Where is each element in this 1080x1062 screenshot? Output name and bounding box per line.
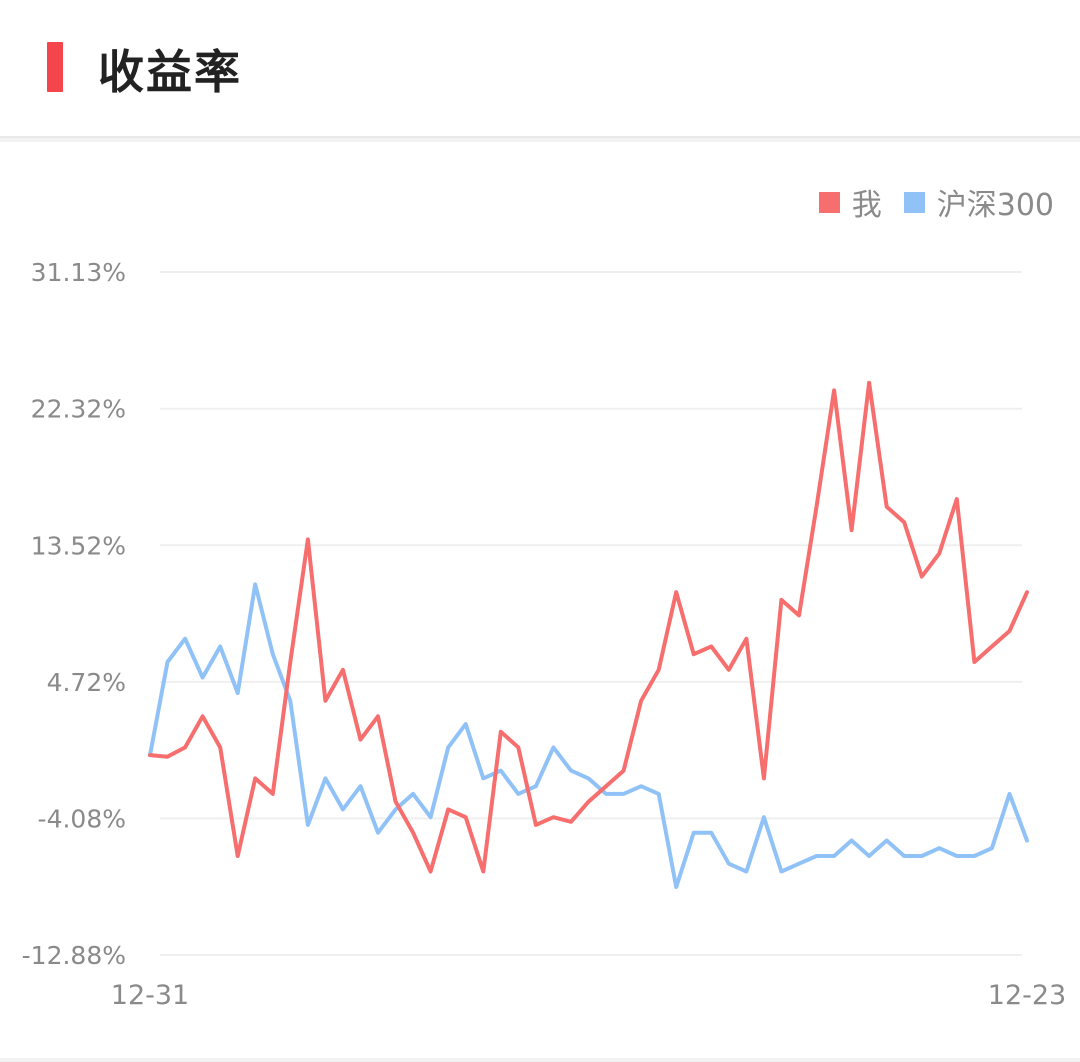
legend-label-index: 沪深300 (936, 188, 1054, 223)
header: 收益率 (0, 0, 1080, 138)
legend-item-index[interactable]: 沪深300 (903, 180, 1054, 224)
x-tick-label: 12-31 (111, 980, 189, 1011)
y-tick-label: -12.88% (22, 941, 126, 970)
legend-item-me[interactable]: 我 (818, 180, 882, 224)
page-title: 收益率 (98, 45, 242, 99)
legend-swatch-index (903, 191, 925, 213)
y-tick-label: -4.08% (38, 804, 126, 833)
y-tick-label: 13.52% (31, 531, 126, 560)
series-line-me (148, 380, 1029, 874)
y-tick-label: 22.32% (31, 395, 126, 424)
y-tick-label: 31.13% (31, 258, 126, 287)
legend-swatch-me (818, 191, 840, 213)
x-tick-label: 12-23 (988, 980, 1066, 1011)
series-line-hs300 (148, 582, 1029, 889)
legend-label-me: 我 (851, 188, 882, 223)
chart-legend: 我 沪深300 (797, 180, 1054, 224)
return-chart: 31.13% 22.32% 13.52% 4.72% -4.08% -12.88% 12-3… (22, 258, 1067, 1011)
y-tick-label: 4.72% (47, 668, 126, 697)
chart-panel: 31.13% 22.32% 13.52% 4.72% -4.08% -12.88% 12-3… (0, 142, 1080, 1058)
title-accent-bar (47, 42, 63, 92)
